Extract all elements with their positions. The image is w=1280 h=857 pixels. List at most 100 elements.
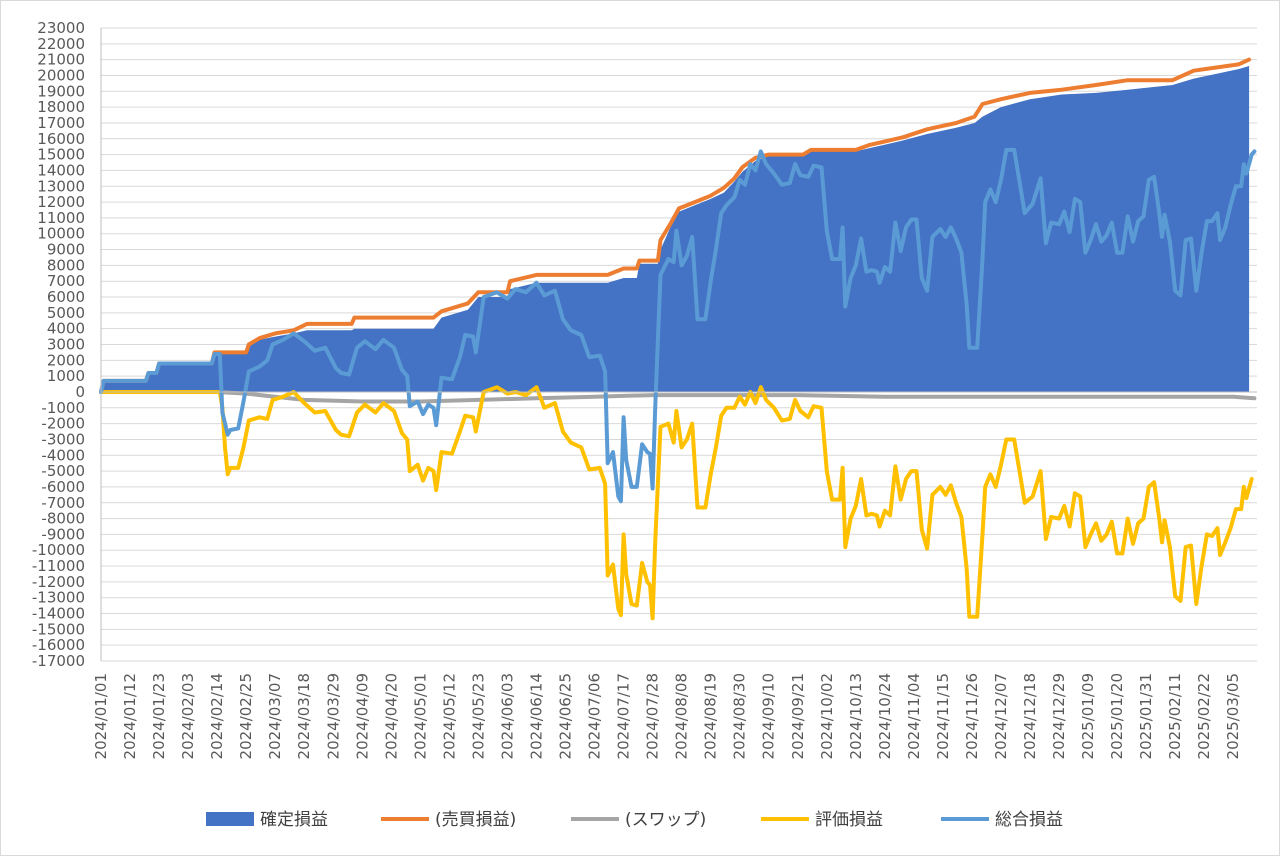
x-tick-label: 2024/08/30 [731, 673, 749, 759]
x-tick-label: 2025/01/09 [1079, 673, 1097, 759]
total-pl-line [99, 147, 1257, 504]
x-tick-label: 2024/05/12 [440, 673, 458, 759]
x-tick-label: 2025/01/20 [1108, 673, 1126, 759]
x-tick-label: 2024/01/12 [121, 673, 139, 759]
x-tick-label: 2024/02/03 [179, 673, 197, 759]
legend-label: (スワップ) [625, 810, 706, 830]
y-tick-label: -15000 [32, 620, 85, 638]
x-tick-label: 2024/05/23 [469, 673, 487, 759]
y-tick-label: 3000 [47, 336, 85, 354]
series-layer [99, 57, 1257, 621]
x-tick-label: 2024/11/15 [934, 673, 952, 759]
y-tick-label: -3000 [41, 430, 85, 448]
y-tick-label: 18000 [37, 98, 85, 116]
legend-swatch [206, 812, 254, 826]
y-tick-label: 5000 [47, 304, 85, 322]
legend-label: 確定損益 [260, 810, 328, 830]
y-tick-label: 20000 [37, 66, 85, 84]
x-tick-label: 2024/01/23 [150, 673, 168, 759]
y-tick-label: 11000 [37, 209, 85, 227]
legend-item: (スワップ) [571, 810, 706, 830]
x-tick-label: 2024/09/21 [789, 673, 807, 759]
legend-item: 評価損益 [761, 810, 883, 830]
legend: 確定損益 (売買損益) (スワップ) 評価損益 総合損益 [206, 810, 1063, 830]
y-tick-label: 10000 [37, 225, 85, 243]
x-tick-label: 2024/11/04 [905, 673, 923, 759]
x-tick-label: 2024/03/07 [266, 673, 284, 759]
y-tick-label: 9000 [47, 241, 85, 259]
x-tick-label: 2024/03/29 [324, 673, 342, 759]
x-tick-label: 2024/04/09 [353, 673, 371, 759]
x-tick-label: 2024/11/26 [963, 673, 981, 759]
x-tick-label: 2024/05/01 [411, 673, 429, 759]
legend-label: 評価損益 [815, 810, 883, 830]
x-tick-label: 2024/01/01 [92, 673, 110, 759]
y-tick-label: 14000 [37, 161, 85, 179]
y-tick-label: -5000 [41, 462, 85, 480]
x-tick-label: 2024/06/03 [498, 673, 516, 759]
x-tick-label: 2024/08/08 [673, 673, 691, 759]
y-tick-label: -2000 [41, 415, 85, 433]
y-tick-label: -17000 [32, 652, 85, 670]
swap-line [99, 390, 1257, 404]
valuation-pl-line [99, 385, 1254, 621]
x-tick-label: 2024/10/24 [876, 673, 894, 759]
y-tick-label: 4000 [47, 320, 85, 338]
legend-label: 総合損益 [995, 810, 1063, 830]
x-tick-label: 2024/07/28 [644, 673, 662, 759]
x-tick-label: 2024/08/19 [702, 673, 720, 759]
y-tick-label: 17000 [37, 114, 85, 132]
y-tick-label: 15000 [37, 146, 85, 164]
x-tick-label: 2024/02/25 [237, 673, 255, 759]
y-tick-label: 19000 [37, 82, 85, 100]
trading-pl-line [99, 57, 1252, 394]
x-tick-label: 2024/07/06 [586, 673, 604, 759]
legend-label: (売買損益) [435, 810, 516, 830]
x-tick-label: 2024/06/14 [528, 673, 546, 759]
x-tick-label: 2024/06/25 [557, 673, 575, 759]
x-tick-label: 2024/02/14 [208, 673, 226, 759]
y-tick-label: -11000 [32, 557, 85, 575]
y-tick-label: -4000 [41, 446, 85, 464]
x-tick-label: 2025/03/05 [1224, 673, 1242, 759]
y-tick-label: -1000 [41, 399, 85, 417]
y-tick-label: -12000 [32, 573, 85, 591]
y-tick-label: 12000 [37, 193, 85, 211]
y-tick-label: -10000 [32, 541, 85, 559]
y-tick-label: -13000 [32, 589, 85, 607]
y-tick-label: 16000 [37, 130, 85, 148]
x-tick-label: 2024/10/02 [818, 673, 836, 759]
legend-item: 確定損益 [206, 810, 328, 830]
y-tick-label: -7000 [41, 494, 85, 512]
x-tick-label: 2024/12/29 [1050, 673, 1068, 759]
y-tick-label: 1000 [47, 367, 85, 385]
x-tick-label: 2024/09/10 [760, 673, 778, 759]
y-tick-label: 13000 [37, 177, 85, 195]
axes: 2300022000210002000019000180001700016000… [32, 19, 1257, 759]
y-tick-label: 2000 [47, 351, 85, 369]
x-tick-label: 2024/12/07 [992, 673, 1010, 759]
y-tick-label: 6000 [47, 288, 85, 306]
x-tick-label: 2025/01/31 [1137, 673, 1155, 759]
x-tick-label: 2024/03/18 [295, 673, 313, 759]
legend-item: 総合損益 [941, 810, 1063, 830]
y-tick-label: 21000 [37, 51, 85, 69]
y-tick-label: 22000 [37, 35, 85, 53]
y-tick-label: -6000 [41, 478, 85, 496]
y-tick-label: -8000 [41, 510, 85, 528]
y-tick-label: -9000 [41, 525, 85, 543]
y-tick-label: -14000 [32, 605, 85, 623]
confirmed-pl-area [101, 66, 1250, 392]
x-tick-label: 2024/07/17 [615, 673, 633, 759]
y-tick-label: 7000 [47, 272, 85, 290]
x-tick-label: 2024/12/18 [1021, 673, 1039, 759]
y-tick-label: 23000 [37, 19, 85, 37]
x-tick-label: 2025/02/22 [1195, 673, 1213, 759]
x-tick-label: 2024/10/13 [847, 673, 865, 759]
legend-item: (売買損益) [381, 810, 516, 830]
x-tick-label: 2025/02/11 [1166, 673, 1184, 759]
y-tick-label: -16000 [32, 636, 85, 654]
y-tick-label: 8000 [47, 256, 85, 274]
